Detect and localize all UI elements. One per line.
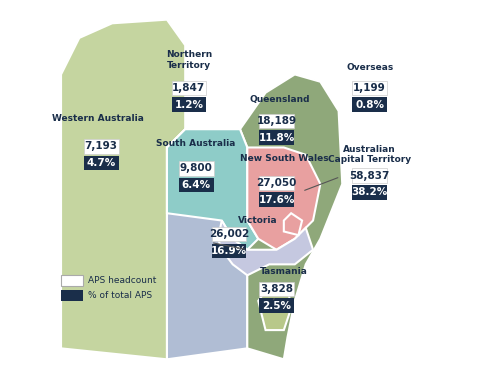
FancyBboxPatch shape — [212, 244, 246, 258]
FancyBboxPatch shape — [259, 282, 294, 296]
FancyBboxPatch shape — [352, 185, 387, 200]
FancyBboxPatch shape — [259, 176, 294, 190]
Text: 58,837: 58,837 — [349, 171, 390, 181]
Polygon shape — [218, 220, 313, 275]
Text: Victoria: Victoria — [239, 216, 278, 225]
FancyBboxPatch shape — [352, 81, 387, 95]
Text: Western Australia: Western Australia — [52, 114, 144, 123]
Text: South Australia: South Australia — [156, 139, 236, 148]
Polygon shape — [240, 74, 342, 359]
FancyBboxPatch shape — [179, 178, 214, 192]
Text: Overseas: Overseas — [346, 63, 393, 72]
Polygon shape — [61, 20, 185, 359]
Text: 6.4%: 6.4% — [181, 180, 211, 190]
FancyBboxPatch shape — [61, 290, 83, 301]
Text: 1.2%: 1.2% — [174, 100, 204, 110]
FancyBboxPatch shape — [259, 130, 294, 145]
FancyBboxPatch shape — [179, 161, 214, 176]
Text: Queensland: Queensland — [250, 96, 311, 105]
FancyBboxPatch shape — [171, 81, 206, 95]
FancyBboxPatch shape — [352, 98, 387, 112]
Text: 16.9%: 16.9% — [211, 246, 247, 256]
Text: 0.8%: 0.8% — [355, 100, 384, 110]
Text: Tasmania: Tasmania — [260, 267, 308, 276]
Text: 4.7%: 4.7% — [86, 158, 116, 168]
Text: 27,050: 27,050 — [256, 178, 297, 188]
Polygon shape — [284, 213, 302, 235]
FancyBboxPatch shape — [259, 298, 294, 313]
Text: 18,189: 18,189 — [256, 116, 297, 126]
FancyBboxPatch shape — [84, 139, 119, 154]
Text: Northern
Territory: Northern Territory — [166, 50, 212, 70]
Text: 26,002: 26,002 — [209, 229, 249, 239]
Text: 3,828: 3,828 — [260, 284, 293, 294]
FancyBboxPatch shape — [171, 98, 206, 112]
FancyBboxPatch shape — [84, 156, 119, 170]
Text: 9,800: 9,800 — [180, 163, 213, 173]
Text: 1,199: 1,199 — [353, 83, 386, 93]
Text: 17.6%: 17.6% — [258, 195, 295, 205]
Text: 7,193: 7,193 — [84, 141, 118, 151]
FancyBboxPatch shape — [61, 275, 83, 286]
Text: % of total APS: % of total APS — [88, 291, 153, 300]
Polygon shape — [247, 148, 320, 250]
Text: APS headcount: APS headcount — [88, 276, 157, 285]
Text: Australian
Capital Territory: Australian Capital Territory — [328, 145, 411, 164]
FancyBboxPatch shape — [259, 192, 294, 207]
Text: New South Wales: New South Wales — [240, 154, 328, 163]
Polygon shape — [167, 129, 258, 250]
Text: 1,847: 1,847 — [172, 83, 205, 93]
FancyBboxPatch shape — [352, 168, 387, 183]
Polygon shape — [167, 129, 247, 359]
FancyBboxPatch shape — [259, 113, 294, 128]
Text: 2.5%: 2.5% — [262, 301, 291, 311]
Text: 38.2%: 38.2% — [351, 187, 388, 197]
Text: 11.8%: 11.8% — [258, 132, 295, 143]
Polygon shape — [258, 286, 291, 330]
FancyBboxPatch shape — [212, 227, 246, 241]
